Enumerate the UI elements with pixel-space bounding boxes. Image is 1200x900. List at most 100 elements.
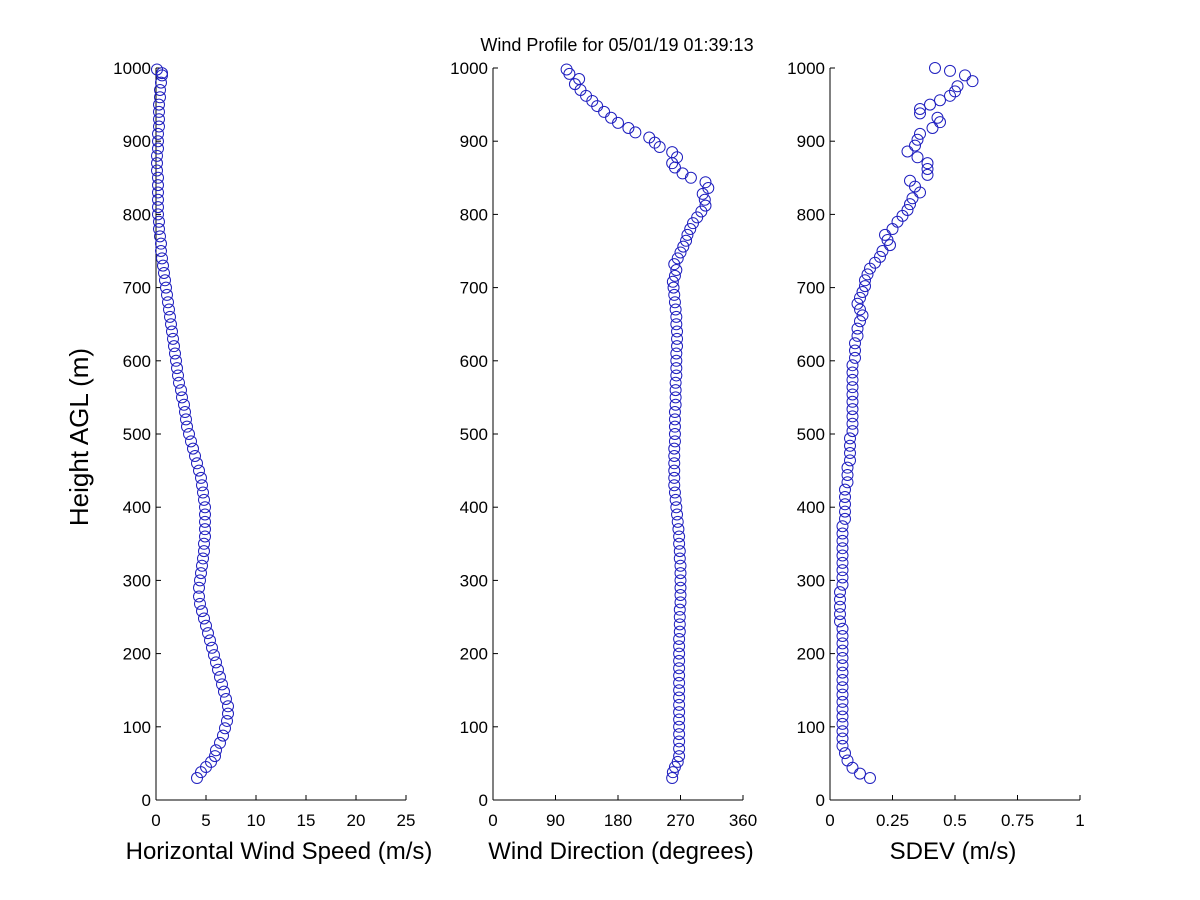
data-point — [909, 139, 921, 152]
data-point — [921, 168, 934, 181]
data-point — [165, 318, 177, 331]
data-point — [673, 698, 686, 711]
data-point — [901, 145, 914, 158]
data-point — [153, 120, 165, 133]
data-point — [668, 406, 681, 419]
data-point — [864, 772, 876, 785]
data-point — [944, 64, 956, 77]
data-point — [206, 641, 218, 654]
height-ylabel: Height AGL (m) — [64, 348, 94, 526]
data-point — [836, 703, 849, 716]
data-point — [836, 578, 849, 591]
y-tick-label: 600 — [797, 352, 825, 371]
data-point — [844, 447, 856, 460]
data-point — [217, 729, 229, 742]
data-point — [669, 384, 682, 397]
y-tick-label: 500 — [460, 425, 488, 444]
data-point — [670, 501, 683, 514]
data-point — [176, 391, 188, 404]
wind-speed-panel: Horizontal Wind Speed (m/s) Height AGL (… — [64, 59, 432, 865]
data-point — [674, 596, 687, 609]
data-point — [851, 322, 864, 335]
x-tick-label: 0 — [825, 811, 834, 830]
data-point — [216, 678, 228, 691]
data-point — [699, 199, 712, 212]
x-tick-label: 360 — [729, 811, 757, 830]
data-point — [673, 662, 686, 675]
data-point — [196, 605, 208, 618]
data-point — [673, 676, 686, 689]
data-point — [153, 113, 165, 126]
data-point — [156, 252, 168, 265]
data-point — [202, 627, 214, 640]
data-point — [170, 354, 182, 367]
data-point — [193, 581, 205, 594]
y-tick-label: 200 — [123, 645, 151, 664]
data-point — [699, 176, 712, 189]
data-point — [196, 479, 208, 492]
data-point — [153, 215, 165, 228]
data-point — [702, 182, 715, 195]
data-point — [152, 201, 164, 214]
data-point — [839, 512, 851, 525]
data-point — [901, 204, 914, 217]
data-point — [921, 157, 934, 170]
data-point — [951, 80, 964, 93]
data-point — [673, 713, 686, 726]
data-point — [196, 559, 208, 572]
data-point — [834, 608, 846, 621]
data-point — [669, 391, 682, 404]
x-tick-label: 180 — [604, 811, 632, 830]
figure-title: Wind Profile for 05/01/19 01:39:13 — [480, 35, 753, 55]
sdev-panel: SDEV (m/s) 0 100 200 300 400 500 600 700 800 900 1… — [787, 59, 1085, 865]
data-point — [208, 649, 220, 662]
data-point — [221, 714, 233, 727]
y-tick-label: 200 — [460, 645, 488, 664]
data-point — [154, 91, 166, 104]
data-point — [673, 684, 686, 697]
data-point — [836, 732, 849, 745]
data-point — [669, 398, 682, 411]
data-point — [834, 586, 846, 599]
data-point — [673, 603, 686, 616]
data-point — [218, 685, 230, 698]
data-point — [194, 574, 206, 587]
data-point — [199, 530, 211, 543]
data-point — [879, 228, 891, 241]
data-point — [959, 69, 971, 82]
data-point — [152, 171, 164, 184]
data-point — [643, 131, 656, 144]
y-tick-label: 1000 — [113, 59, 151, 78]
data-point — [911, 151, 924, 164]
data-point — [841, 461, 854, 474]
data-point — [666, 275, 679, 288]
data-point — [668, 464, 681, 477]
x-tick-label: 0 — [488, 811, 497, 830]
data-point — [187, 442, 199, 455]
data-point — [153, 105, 165, 118]
data-point — [193, 464, 205, 477]
data-point — [844, 454, 856, 467]
y-tick-label: 500 — [123, 425, 151, 444]
data-point — [666, 766, 679, 779]
data-point — [151, 149, 163, 162]
data-point — [671, 508, 684, 521]
data-point — [839, 505, 851, 518]
x-tick-label: 0 — [151, 811, 160, 830]
data-point — [839, 483, 851, 496]
data-point — [200, 619, 212, 632]
data-point — [629, 126, 642, 139]
data-point — [673, 750, 686, 763]
data-point — [154, 83, 166, 96]
data-point — [153, 98, 165, 111]
data-point — [181, 420, 193, 433]
data-point — [605, 111, 618, 124]
data-point — [152, 179, 164, 192]
data-point — [844, 439, 856, 452]
data-point — [222, 700, 234, 713]
data-point — [841, 754, 854, 767]
y-tick-label: 800 — [123, 205, 151, 224]
data-point — [673, 706, 686, 719]
y-tick-label: 100 — [797, 718, 825, 737]
y-tick-label: 900 — [797, 132, 825, 151]
